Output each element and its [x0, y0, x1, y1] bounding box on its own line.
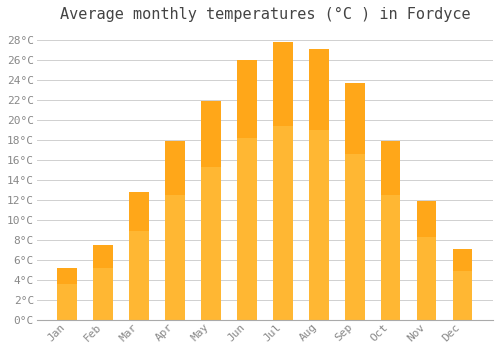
Bar	[452, 249, 472, 271]
Bar	[309, 49, 328, 131]
Bar	[452, 249, 472, 320]
Bar	[237, 60, 257, 320]
Bar	[416, 201, 436, 237]
Bar	[58, 268, 77, 320]
Bar	[165, 141, 185, 195]
Bar	[345, 83, 364, 320]
Bar	[94, 245, 113, 268]
Bar	[130, 192, 149, 320]
Bar	[309, 49, 328, 320]
Bar	[273, 42, 292, 126]
Bar	[201, 101, 221, 167]
Bar	[380, 141, 400, 320]
Bar	[380, 141, 400, 195]
Bar	[130, 192, 149, 231]
Title: Average monthly temperatures (°C ) in Fordyce: Average monthly temperatures (°C ) in Fo…	[60, 7, 470, 22]
Bar	[165, 141, 185, 320]
Bar	[58, 268, 77, 284]
Bar	[237, 60, 257, 138]
Bar	[416, 201, 436, 320]
Bar	[201, 101, 221, 320]
Bar	[273, 42, 292, 320]
Bar	[345, 83, 364, 154]
Bar	[94, 245, 113, 320]
